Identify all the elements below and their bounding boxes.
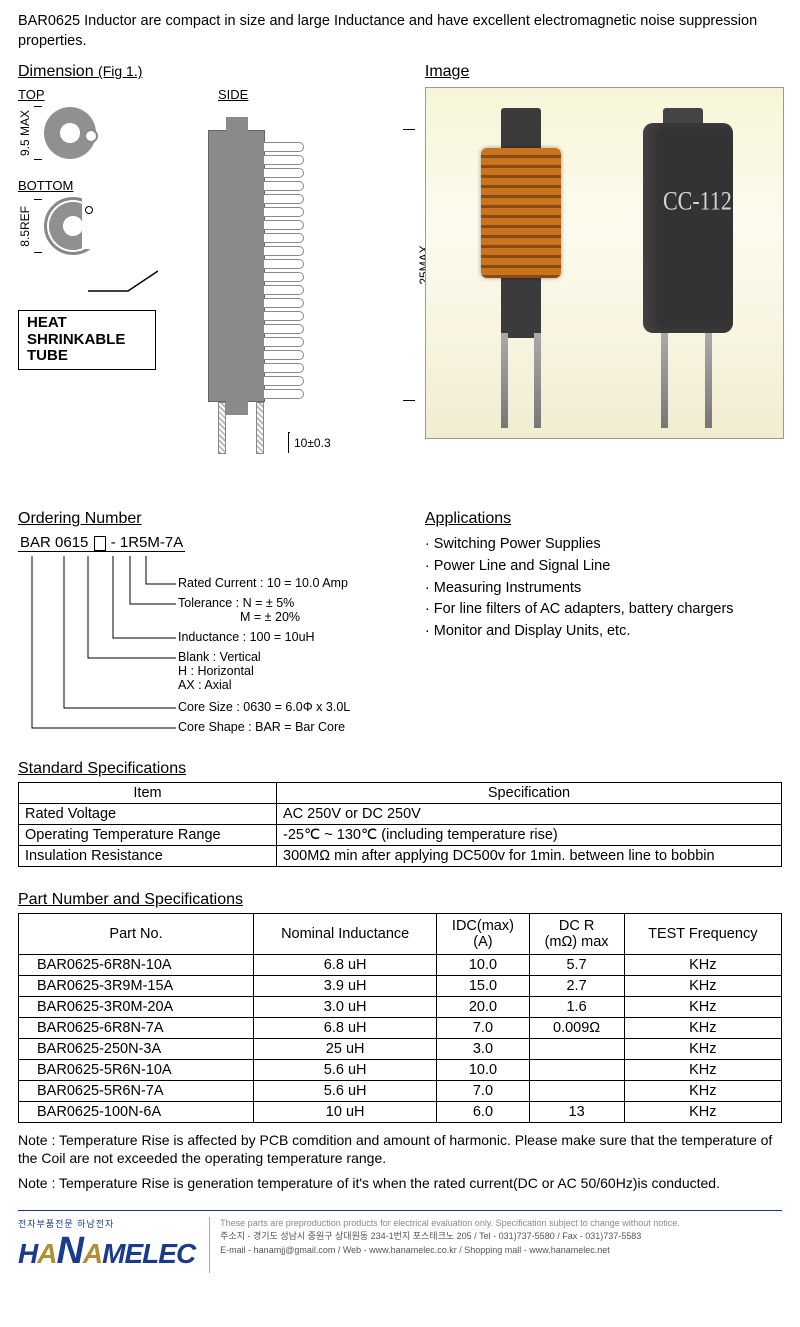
note-1: Note : Temperature Rise is affected by P…: [18, 1131, 782, 1167]
column-header: Nominal Inductance: [254, 914, 437, 955]
application-item: For line filters of AC adapters, battery…: [425, 599, 782, 621]
column-header: IDC(max) (A): [437, 914, 529, 955]
footer-text: These parts are preproduction products f…: [209, 1217, 782, 1273]
company-logo: 전자부품전문 하남전자 HANAMELEC: [18, 1217, 195, 1273]
table-row: Operating Temperature Range-25℃ ~ 130℃ (…: [19, 825, 782, 846]
side-view-drawing: 25MAX 10±0.3: [178, 102, 405, 472]
table-row: BAR0625-5R6N-7A5.6 uH7.0KHz: [19, 1081, 782, 1102]
side-view-label: SIDE: [218, 87, 405, 102]
ordering-header: Ordering Number: [18, 510, 405, 528]
spec-table: ItemSpecification Rated VoltageAC 250V o…: [18, 782, 782, 867]
table-row: BAR0625-250N-3A25 uH3.0KHz: [19, 1039, 782, 1060]
application-item: Monitor and Display Units, etc.: [425, 621, 782, 643]
table-row: Insulation Resistance300MΩ min after app…: [19, 846, 782, 867]
intro-text: BAR0625 Inductor are compact in size and…: [18, 12, 782, 51]
table-row: BAR0625-6R8N-10A6.8 uH10.05.7KHz: [19, 955, 782, 976]
lead-gap-dim: 10±0.3: [294, 436, 331, 450]
table-row: BAR0625-6R8N-7A6.8 uH7.00.009ΩKHz: [19, 1018, 782, 1039]
applications-list: Switching Power SuppliesPower Line and S…: [425, 534, 782, 643]
column-header: TEST Frequency: [624, 914, 781, 955]
heat-tube-callout: HEATSHRINKABLETUBE: [18, 310, 156, 370]
top-view-icon: [44, 107, 96, 159]
inductor-sleeved-icon: CC-112: [633, 108, 743, 388]
application-item: Measuring Instruments: [425, 578, 782, 600]
parts-table: Part No.Nominal InductanceIDC(max) (A)DC…: [18, 913, 782, 1123]
column-header: DC R (mΩ) max: [529, 914, 624, 955]
image-header: Image: [425, 63, 782, 81]
top-height-dim: 9.5 MAX: [18, 110, 32, 156]
table-row: Rated VoltageAC 250V or DC 250V: [19, 804, 782, 825]
bottom-view-label: BOTTOM: [18, 178, 168, 193]
dimension-header: Dimension (Fig 1.): [18, 63, 405, 81]
table-row: BAR0625-3R0M-20A3.0 uH20.01.6KHz: [19, 997, 782, 1018]
bottom-height-dim: 8.5REF: [18, 206, 32, 247]
column-header: Part No.: [19, 914, 254, 955]
dimension-figure: TOP 9.5 MAX BOTTOM 8.5REF HEATSHRINKABLE…: [18, 87, 405, 472]
page-footer: 전자부품전문 하남전자 HANAMELEC These parts are pr…: [18, 1210, 782, 1273]
table-row: BAR0625-3R9M-15A3.9 uH15.02.7KHz: [19, 976, 782, 997]
top-view-label: TOP: [18, 87, 168, 102]
table-row: BAR0625-5R6N-10A5.6 uH10.0KHz: [19, 1060, 782, 1081]
product-photo: CC-112: [425, 87, 784, 439]
callout-line-icon: [18, 263, 158, 303]
applications-header: Applications: [425, 510, 782, 528]
application-item: Switching Power Supplies: [425, 534, 782, 556]
application-item: Power Line and Signal Line: [425, 556, 782, 578]
parts-header: Part Number and Specifications: [18, 891, 782, 909]
inductor-bare-icon: [466, 108, 576, 388]
note-2: Note : Temperature Rise is generation te…: [18, 1174, 782, 1192]
ordering-breakdown: Rated Current : 10 = 10.0 Amp Tolerance …: [18, 556, 405, 736]
table-row: BAR0625-100N-6A10 uH6.013KHz: [19, 1102, 782, 1123]
spec-header: Standard Specifications: [18, 760, 782, 778]
ordering-code: BAR 0615 - 1R5M-7A: [18, 534, 185, 552]
bottom-view-icon: [44, 197, 102, 255]
